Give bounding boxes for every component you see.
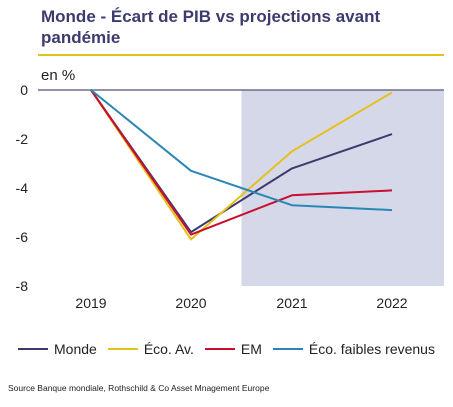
legend-swatch — [107, 348, 138, 350]
y-tick-label: 0 — [20, 82, 28, 98]
legend: Monde Éco. Av. EM Éco. faibles revenus — [18, 341, 446, 357]
x-tick-label: 2020 — [175, 295, 206, 311]
x-axis-ticks: 2019 2020 2021 2022 — [75, 295, 407, 311]
y-tick-label: -2 — [16, 131, 29, 147]
title-underline — [38, 54, 444, 56]
series-line-eco-faibles-revenus — [90, 89, 393, 212]
y-tick-label: -8 — [16, 278, 29, 294]
legend-label: EM — [240, 341, 262, 357]
series-line-eco-av — [90, 89, 393, 241]
x-tick-label: 2019 — [75, 295, 106, 311]
legend-label: Éco. Av. — [143, 341, 194, 357]
y-tick-label: -6 — [16, 229, 29, 245]
x-tick-label: 2022 — [376, 295, 407, 311]
legend-swatch — [18, 348, 48, 350]
chart-title: Monde - Écart de PIB vs projections avan… — [41, 7, 381, 47]
series-line-em — [90, 89, 393, 236]
legend-item: Monde — [18, 341, 97, 357]
legend-label: Monde — [54, 341, 97, 357]
y-axis-unit-label: en % — [41, 67, 76, 84]
legend-item: Éco. Av. — [107, 341, 194, 357]
forecast-shaded-region — [241, 90, 444, 286]
legend-item: Éco. faibles revenus — [272, 341, 435, 357]
legend-swatch — [204, 348, 235, 350]
x-tick-label: 2021 — [276, 295, 307, 311]
y-axis-ticks: 0 -2 -4 -6 -8 — [16, 82, 29, 294]
legend-label: Éco. faibles revenus — [308, 341, 435, 357]
series-lines — [90, 89, 393, 241]
source-note: Source Banque mondiale, Rothschild & Co … — [8, 383, 270, 393]
legend-item: EM — [204, 341, 262, 357]
y-tick-label: -4 — [16, 180, 29, 196]
legend-swatch — [272, 348, 303, 350]
